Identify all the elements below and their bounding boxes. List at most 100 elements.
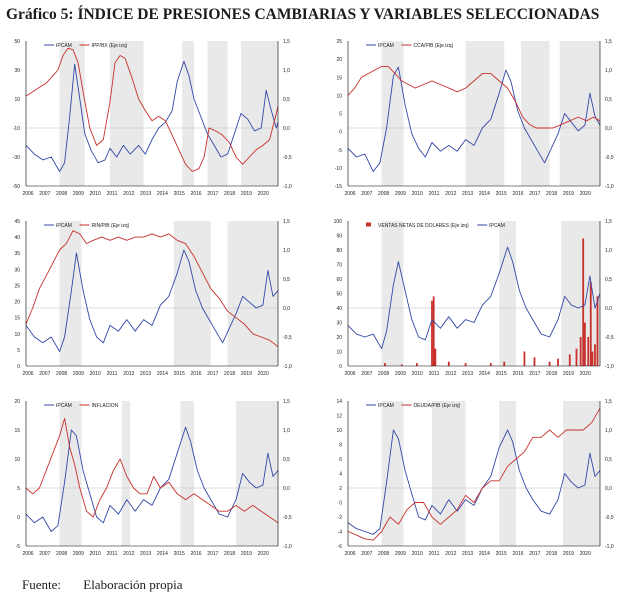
bar-19 <box>587 337 590 366</box>
x-tick-label: 2019 <box>241 191 252 197</box>
x-tick-label: 2013 <box>462 551 473 557</box>
left-tick-label: 5 <box>339 112 342 118</box>
left-tick-label: 20 <box>336 335 342 341</box>
chart-ipp-panel: -50 -30 -10 10 30 50 -1,0 -0,5 0,0 0,5 1,0 1,5 2006 2… <box>6 34 298 204</box>
x-tick-label: 2007 <box>361 371 372 377</box>
x-tick-label: 2015 <box>174 191 185 197</box>
left-tick-label: 25 <box>14 283 20 289</box>
left-tick-label: -5 <box>16 544 21 550</box>
series-inflacion <box>25 417 279 524</box>
left-tick-label: 40 <box>14 235 20 241</box>
x-tick-label: 2006 <box>344 191 355 197</box>
right-tick-label: -1,0 <box>605 544 614 550</box>
x-tick-label: 2007 <box>361 551 372 557</box>
x-tick-label: 2019 <box>563 551 574 557</box>
x-tick-label: 2007 <box>39 371 50 377</box>
right-tick-label: -1,0 <box>605 364 614 370</box>
right-tick-label: 0,5 <box>283 457 290 463</box>
x-tick-label: 2018 <box>224 371 235 377</box>
right-tick-label: 1,5 <box>283 219 290 225</box>
x-tick-label: 2006 <box>344 371 355 377</box>
left-tick-label: 30 <box>14 68 20 74</box>
left-tick-label: 20 <box>14 399 20 405</box>
bar-9 <box>503 361 506 366</box>
shaded-period-2 <box>499 401 516 546</box>
x-tick-label: 2015 <box>496 371 507 377</box>
series-ipcam <box>347 429 601 535</box>
x-tick-label: 2011 <box>107 551 118 557</box>
series-ipcam <box>25 249 279 352</box>
shaded-period-1 <box>465 41 505 186</box>
x-tick-label: 2014 <box>157 551 168 557</box>
bar-17 <box>582 238 585 366</box>
x-tick-label: 2008 <box>56 371 67 377</box>
bar-22 <box>594 344 596 366</box>
bar-14 <box>568 354 571 366</box>
x-tick-label: 2014 <box>157 191 168 197</box>
x-tick-label: 2012 <box>445 191 456 197</box>
x-tick-label: 2009 <box>395 371 406 377</box>
left-tick-label: 2 <box>339 486 342 492</box>
x-tick-label: 2020 <box>580 551 591 557</box>
series-ipcam <box>25 426 279 532</box>
x-tick-label: 2017 <box>529 191 540 197</box>
x-tick-label: 2009 <box>73 191 84 197</box>
x-tick-label: 2009 <box>395 551 406 557</box>
series-ipcam <box>347 66 601 172</box>
right-tick-label: 1,0 <box>283 428 290 434</box>
bar-20 <box>589 281 592 366</box>
x-tick-label: 2007 <box>361 191 372 197</box>
right-tick-label: 1,5 <box>283 399 290 405</box>
x-tick-label: 2010 <box>412 191 423 197</box>
x-tick-label: 2019 <box>563 191 574 197</box>
right-tick-label: 1,5 <box>283 39 290 45</box>
shaded-period-2 <box>180 401 194 546</box>
right-tick-label: 0,0 <box>283 486 290 492</box>
x-tick-label: 2015 <box>496 551 507 557</box>
bar-6 <box>447 361 450 366</box>
x-tick-label: 2011 <box>107 191 118 197</box>
left-tick-label: -10 <box>335 166 342 172</box>
bar-13 <box>557 358 559 366</box>
right-tick-label: -0,5 <box>605 515 614 521</box>
bar-1 <box>400 364 403 366</box>
x-tick-label: 2018 <box>546 371 557 377</box>
legend-label: IPP/BX (Eje izq) <box>92 43 128 49</box>
left-tick-label: -6 <box>338 544 343 550</box>
series-ipcam <box>347 246 601 350</box>
x-tick-label: 2017 <box>529 371 540 377</box>
shaded-period-0 <box>381 41 404 186</box>
x-tick-label: 2019 <box>241 551 252 557</box>
x-tick-label: 2011 <box>107 371 118 377</box>
right-tick-label: 1,0 <box>605 428 612 434</box>
bar-3 <box>431 300 433 366</box>
bar-11 <box>533 357 536 366</box>
right-tick-label: -1,0 <box>283 184 292 190</box>
right-tick-label: 1,5 <box>605 399 612 405</box>
x-tick-label: 2008 <box>378 551 389 557</box>
bar-2 <box>415 363 418 366</box>
right-tick-label: -0,5 <box>283 515 292 521</box>
chart-inflacion-panel: -5 0 5 10 15 20 -1,0 -0,5 0,0 0,5 1,0 1,5 2006 2007 20… <box>6 394 298 564</box>
left-tick-label: -10 <box>13 126 20 132</box>
x-tick-label: 2009 <box>73 551 84 557</box>
left-tick-label: -4 <box>338 530 343 536</box>
bar-16 <box>579 337 582 366</box>
x-tick-label: 2017 <box>207 551 218 557</box>
bar-7 <box>464 363 467 366</box>
x-tick-label: 2006 <box>344 551 355 557</box>
shaded-period-0 <box>59 221 82 366</box>
x-tick-label: 2016 <box>190 191 201 197</box>
shaded-period-0 <box>381 401 404 546</box>
left-tick-label: 30 <box>336 321 342 327</box>
left-tick-label: 6 <box>339 457 342 463</box>
bar-12 <box>548 361 551 366</box>
series-deuda-pib <box>347 408 601 541</box>
chart-inflacion: -5 0 5 10 15 20 -1,0 -0,5 0,0 0,5 1,0 1,5 2006 2007 20… <box>14 399 292 557</box>
series-ipp-bx <box>25 47 279 172</box>
right-tick-label: 1,5 <box>605 219 612 225</box>
x-tick-label: 2010 <box>412 551 423 557</box>
left-tick-label: 14 <box>336 399 342 405</box>
x-tick-label: 2015 <box>174 551 185 557</box>
left-tick-label: -30 <box>13 155 20 161</box>
